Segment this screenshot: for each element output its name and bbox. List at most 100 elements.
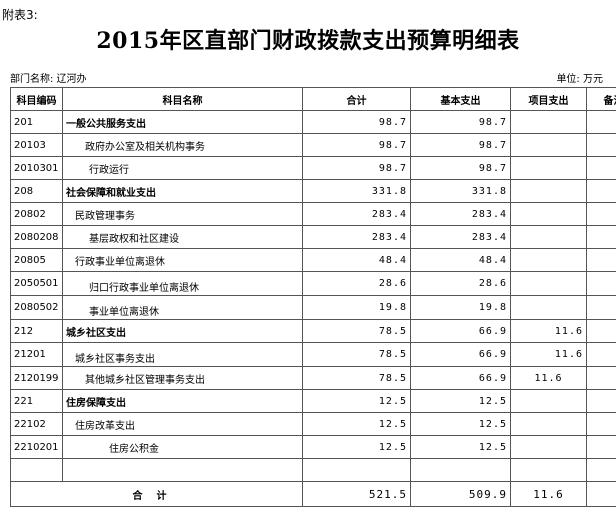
table-row: 212 城乡社区支出 78.5 66.9 11.6 xyxy=(10,319,616,343)
table-row: 201 一般公共服务支出 98.7 98.7 xyxy=(10,110,616,134)
cell-note xyxy=(586,248,616,272)
cell-code: 20805 xyxy=(10,248,63,272)
cell-note xyxy=(586,481,616,507)
cell-total: 12.5 xyxy=(302,435,411,459)
cell-name: 一般公共服务支出 xyxy=(62,110,303,134)
cell-code: 201 xyxy=(10,110,63,134)
cell-note xyxy=(586,342,616,367)
table-row: 20802 民政管理事务 283.4 283.4 xyxy=(10,202,616,226)
cell-code: 22102 xyxy=(10,412,63,436)
cell-basic: 283.4 xyxy=(410,202,511,226)
cell-name: 住房改革支出 xyxy=(62,412,303,436)
cell-code: 221 xyxy=(10,389,63,413)
cell-note xyxy=(586,366,616,390)
cell-project xyxy=(510,412,587,436)
table-row: 2080502 事业单位离退休 19.8 19.8 xyxy=(10,295,616,320)
cell-code: 212 xyxy=(10,319,63,343)
department-name: 部门名称: 辽河办 xyxy=(10,74,87,85)
table-row: 20805 行政事业单位离退休 48.4 48.4 xyxy=(10,248,616,272)
table-row: 208 社会保障和就业支出 331.8 331.8 xyxy=(10,179,616,203)
cell-name: 社会保障和就业支出 xyxy=(62,179,303,203)
column-header-basic: 基本支出 xyxy=(410,87,511,111)
cell-total: 98.7 xyxy=(302,133,411,157)
table-row: 21201 城乡社区事务支出 78.5 66.9 11.6 xyxy=(10,342,616,367)
column-header-code: 科目编码 xyxy=(10,87,63,111)
cell-code: 2010301 xyxy=(10,156,63,180)
cell-code: 2050501 xyxy=(10,271,63,296)
cell-name: 基层政权和社区建设 xyxy=(62,225,303,249)
cell-basic xyxy=(410,458,511,482)
cell-basic: 66.9 xyxy=(410,319,511,343)
cell-total: 19.8 xyxy=(302,295,411,320)
table-row: 20103 政府办公室及相关机构事务 98.7 98.7 xyxy=(10,133,616,157)
cell-note xyxy=(586,202,616,226)
cell-project xyxy=(510,271,587,296)
cell-note xyxy=(586,110,616,134)
cell-total: 78.5 xyxy=(302,319,411,343)
cell-project xyxy=(510,225,587,249)
cell-note xyxy=(586,389,616,413)
cell-code: 2080208 xyxy=(10,225,63,249)
cell-basic: 12.5 xyxy=(410,412,511,436)
attachment-label: 附表3: xyxy=(2,8,38,22)
column-header-total: 合计 xyxy=(302,87,411,111)
cell-total: 78.5 xyxy=(302,366,411,390)
cell-total: 12.5 xyxy=(302,389,411,413)
cell-total: 12.5 xyxy=(302,412,411,436)
cell-note xyxy=(586,295,616,320)
cell-project: 11.6 xyxy=(510,319,587,343)
cell-name: 行政事业单位离退休 xyxy=(62,248,303,272)
cell-basic: 98.7 xyxy=(410,156,511,180)
cell-name: 归口行政事业单位离退休 xyxy=(62,271,303,296)
cell-note xyxy=(586,435,616,459)
cell-basic: 28.6 xyxy=(410,271,511,296)
budget-table: 科目编码 科目名称 合计 基本支出 项目支出 备注 201 一般公共服务支出 9… xyxy=(10,87,616,507)
cell-project xyxy=(510,202,587,226)
cell-name: 城乡社区事务支出 xyxy=(62,342,303,367)
unit-label: 单位: 万元 xyxy=(556,74,603,85)
column-header-project: 项目支出 xyxy=(510,87,587,111)
table-row: 2050501 归口行政事业单位离退休 28.6 28.6 xyxy=(10,271,616,296)
cell-total: 98.7 xyxy=(302,156,411,180)
cell-name: 政府办公室及相关机构事务 xyxy=(62,133,303,157)
cell-basic: 509.9 xyxy=(410,481,511,507)
total-label: 合计 xyxy=(10,481,303,507)
cell-total: 78.5 xyxy=(302,342,411,367)
table-row: 221 住房保障支出 12.5 12.5 xyxy=(10,389,616,413)
cell-basic: 98.7 xyxy=(410,110,511,134)
cell-project xyxy=(510,110,587,134)
table-header-row: 科目编码 科目名称 合计 基本支出 项目支出 备注 xyxy=(10,87,616,111)
cell-note xyxy=(586,179,616,203)
total-row: 合计 521.5 509.9 11.6 xyxy=(10,481,616,507)
cell-total: 48.4 xyxy=(302,248,411,272)
cell-total: 283.4 xyxy=(302,202,411,226)
cell-note xyxy=(586,458,616,482)
cell-name: 事业单位离退休 xyxy=(62,295,303,320)
cell-name: 住房保障支出 xyxy=(62,389,303,413)
cell-project: 11.6 xyxy=(510,481,587,507)
cell-project: 11.6 xyxy=(510,366,587,390)
table-row: 2120199 其他城乡社区管理事务支出 78.5 66.9 11.6 xyxy=(10,366,616,390)
cell-code: 208 xyxy=(10,179,63,203)
cell-name: 其他城乡社区管理事务支出 xyxy=(62,366,303,390)
table-row: 2010301 行政运行 98.7 98.7 xyxy=(10,156,616,180)
table-row: 2080208 基层政权和社区建设 283.4 283.4 xyxy=(10,225,616,249)
cell-note xyxy=(586,271,616,296)
cell-project xyxy=(510,179,587,203)
column-header-name: 科目名称 xyxy=(62,87,303,111)
cell-total: 283.4 xyxy=(302,225,411,249)
cell-code: 20103 xyxy=(10,133,63,157)
column-header-note: 备注 xyxy=(586,87,616,111)
cell-note xyxy=(586,319,616,343)
cell-code: 2210201 xyxy=(10,435,63,459)
cell-code: 2080502 xyxy=(10,295,63,320)
cell-basic: 66.9 xyxy=(410,366,511,390)
cell-project xyxy=(510,389,587,413)
cell-project xyxy=(510,248,587,272)
cell-name: 行政运行 xyxy=(62,156,303,180)
table-row: 2210201 住房公积金 12.5 12.5 xyxy=(10,435,616,459)
cell-basic: 66.9 xyxy=(410,342,511,367)
cell-code: 21201 xyxy=(10,342,63,367)
cell-total: 331.8 xyxy=(302,179,411,203)
cell-total xyxy=(302,458,411,482)
